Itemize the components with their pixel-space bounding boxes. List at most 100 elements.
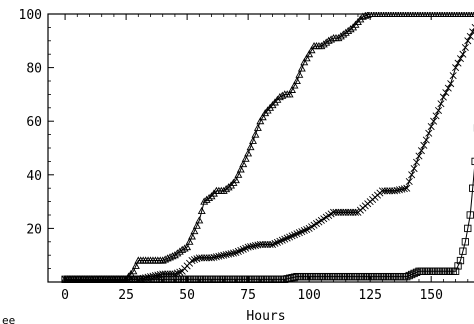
square-marker [285, 274, 294, 282]
triangle-marker [302, 54, 311, 62]
cross-marker [278, 236, 286, 244]
triangle-marker [192, 221, 201, 229]
y-tick-label: 100 [19, 8, 42, 23]
triangle-marker [344, 26, 353, 34]
x-tick-label: 75 [240, 288, 256, 303]
cross-marker [190, 256, 198, 264]
square-marker [290, 273, 299, 281]
cross-marker [281, 235, 289, 243]
triangle-marker [200, 197, 209, 205]
square-marker [403, 272, 411, 281]
x-axis-label: Hours [246, 309, 285, 324]
cross-marker [173, 269, 181, 277]
cross-marker [234, 247, 242, 255]
x-tick-label: 25 [118, 288, 134, 303]
x-tick-label: 100 [297, 288, 320, 303]
triangle-marker [241, 154, 250, 162]
cross-marker [283, 234, 291, 242]
cross-marker [464, 37, 472, 45]
triangle-marker [222, 184, 231, 193]
triangle-marker [319, 40, 328, 48]
cross-marker [403, 184, 411, 192]
cross-marker [188, 257, 196, 265]
square-marker [408, 270, 416, 279]
cross-marker [413, 158, 421, 166]
cross-marker [469, 28, 474, 36]
triangle-marker [205, 193, 214, 202]
series-line [65, 13, 474, 280]
triangle-marker [288, 85, 297, 93]
square-marker [410, 269, 418, 278]
triangle-marker [253, 123, 262, 131]
cross-marker [439, 93, 447, 101]
cross-marker [176, 268, 184, 276]
square-marker [464, 224, 472, 233]
triangle-marker [334, 33, 343, 42]
cross-marker [229, 249, 238, 257]
triangle-marker [358, 12, 367, 20]
series-square [61, 124, 474, 283]
y-tick-label: 40 [26, 169, 42, 184]
cross-marker [427, 123, 435, 131]
cross-marker [444, 84, 452, 92]
triangle-marker [249, 136, 257, 144]
cross-marker [434, 106, 443, 114]
series-cross [61, 23, 474, 283]
triangle-marker [290, 81, 299, 89]
cross-marker [471, 23, 474, 31]
square-marker [451, 267, 460, 275]
square-marker [471, 157, 474, 166]
triangle-marker [219, 186, 228, 194]
cross-marker [456, 55, 464, 63]
triangle-marker [185, 237, 194, 245]
triangle-marker [180, 244, 189, 252]
triangle-marker [197, 206, 206, 214]
y-tick-label: 80 [26, 62, 42, 77]
cross-marker [276, 237, 284, 245]
cross-marker [425, 129, 433, 137]
cross-marker [293, 230, 301, 238]
triangle-marker [183, 243, 192, 251]
triangle-marker [244, 149, 253, 157]
square-marker [454, 262, 462, 270]
series-triangle [61, 12, 474, 283]
triangle-marker [327, 35, 336, 43]
plot-area [61, 12, 474, 283]
x-tick-label: 50 [179, 288, 195, 303]
cross-marker [461, 43, 469, 52]
cross-marker [447, 80, 455, 88]
cross-marker [452, 64, 460, 72]
triangle-marker [300, 58, 309, 66]
square-marker [461, 238, 470, 246]
triangle-marker [295, 70, 304, 78]
triangle-marker [251, 130, 260, 138]
cross-marker [269, 240, 277, 248]
cross-marker [422, 136, 430, 144]
triangle-marker [346, 25, 355, 33]
triangle-marker [292, 76, 301, 85]
triangle-marker [170, 251, 179, 259]
square-marker [459, 247, 467, 255]
square-marker [466, 211, 474, 219]
triangle-marker [363, 12, 372, 18]
y-axis-label-partial: ee [2, 314, 15, 324]
triangle-marker [307, 46, 316, 54]
triangle-marker [305, 50, 314, 58]
cross-marker [286, 233, 294, 241]
square-marker [283, 275, 291, 283]
tick-labels: 0 25 50 75 100 125 150 20 40 60 80 100 [19, 8, 443, 303]
triangle-marker [341, 28, 350, 36]
triangle-marker [173, 249, 182, 257]
cross-marker [273, 238, 281, 246]
cross-marker [298, 228, 306, 236]
triangle-marker [339, 30, 348, 38]
cross-marker [420, 141, 428, 149]
cross-marker [400, 185, 408, 193]
cross-marker [466, 32, 474, 40]
cross-marker [459, 50, 467, 58]
cross-marker [295, 229, 303, 237]
cross-marker [437, 100, 445, 108]
triangle-marker [231, 176, 240, 184]
cross-marker [288, 232, 296, 240]
triangle-marker [202, 195, 211, 203]
